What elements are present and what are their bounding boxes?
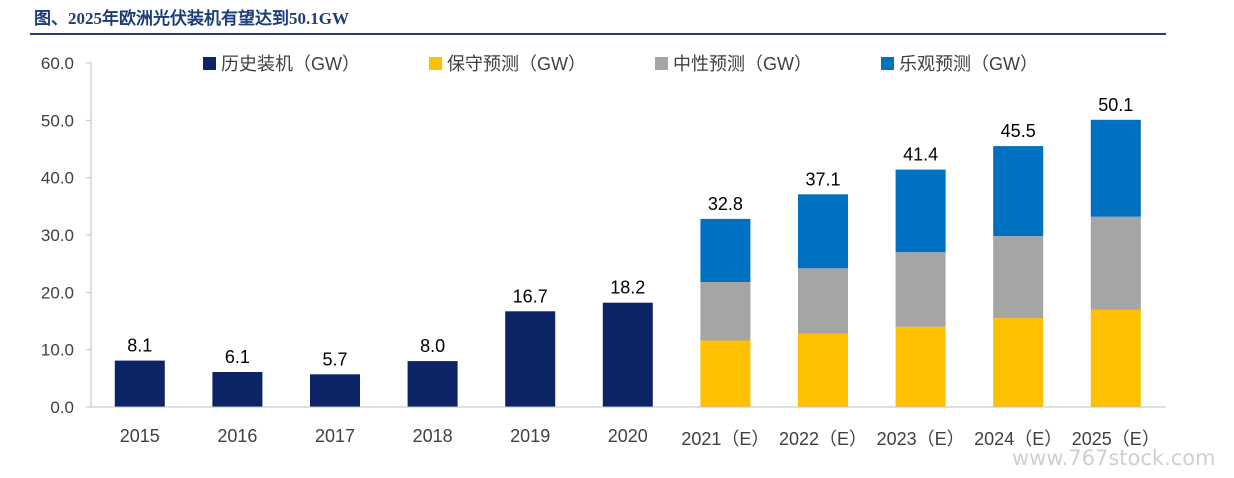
x-tick-label: 2019 <box>510 426 550 446</box>
x-tick-label: 2017 <box>315 426 355 446</box>
bar-segment <box>407 361 458 407</box>
bar-segment <box>1090 216 1141 310</box>
y-tick-label: 30.0 <box>41 226 74 245</box>
bar-segment <box>798 194 848 269</box>
bar-segment <box>602 302 653 407</box>
legend-label: 保守预测（GW） <box>447 54 586 74</box>
y-tick-label: 0.0 <box>50 398 74 417</box>
y-tick-label: 20.0 <box>41 283 74 302</box>
data-label: 5.7 <box>322 349 347 369</box>
data-label: 6.1 <box>225 347 250 367</box>
x-tick-label: 2022（E） <box>779 429 867 449</box>
data-label: 32.8 <box>708 194 743 214</box>
x-tick-label: 2015 <box>120 426 160 446</box>
data-label: 16.7 <box>513 286 548 306</box>
bar-segment <box>700 282 751 341</box>
legend-swatch <box>203 57 216 70</box>
watermark-text: www.767stock.com <box>1012 446 1216 470</box>
bar-segment <box>212 372 263 407</box>
bar-segment <box>700 218 751 282</box>
x-axis: 2015 2016 2017 2018 2019 2020 2021（E） 2022（E） 20… <box>91 406 1166 449</box>
x-tick-label: 2018 <box>413 426 453 446</box>
bar-segment <box>798 333 848 407</box>
legend-swatch <box>881 57 894 70</box>
bar-segment <box>798 268 848 334</box>
data-label: 50.1 <box>1098 95 1133 115</box>
x-tick-label: 2025（E） <box>1072 429 1160 449</box>
title-rule <box>30 33 1166 35</box>
x-tick-label: 2023（E） <box>877 429 965 449</box>
bar-segment <box>1090 119 1141 217</box>
data-label: 8.0 <box>420 336 445 356</box>
x-tick-label: 2020 <box>608 426 648 446</box>
bar-segment <box>993 318 1044 407</box>
y-tick-label: 50.0 <box>41 111 74 130</box>
bar-segment <box>310 374 360 407</box>
x-tick-label: 2016 <box>217 426 257 446</box>
bar-segment <box>505 311 556 407</box>
data-labels: 8.1 6.1 5.7 8.0 16.7 18.2 32.8 37.1 41.4 45.5 50.1 <box>127 95 1133 369</box>
y-tick-label: 40.0 <box>41 169 74 188</box>
bar-segment <box>895 326 946 407</box>
bar-segment <box>895 169 946 253</box>
bar-segment <box>993 236 1044 319</box>
data-label: 18.2 <box>610 278 645 298</box>
legend-swatch <box>429 57 442 70</box>
x-tick-label: 2024（E） <box>974 429 1062 449</box>
data-label: 37.1 <box>805 169 840 189</box>
bar-segment <box>114 360 165 407</box>
y-axis: 0.0 10.0 20.0 30.0 40.0 50.0 60.0 <box>41 54 92 417</box>
y-tick-label: 60.0 <box>41 54 74 73</box>
legend-label: 中性预测（GW） <box>673 54 812 74</box>
bar-segment <box>1090 309 1141 407</box>
bar-segment <box>993 146 1044 237</box>
bar-segment <box>895 252 946 327</box>
data-label: 8.1 <box>127 336 152 356</box>
legend-label: 乐观预测（GW） <box>899 54 1038 74</box>
legend-label: 历史装机（GW） <box>221 54 360 74</box>
data-label: 45.5 <box>1001 121 1036 141</box>
legend-swatch <box>655 57 668 70</box>
figure-title: 图、2025年欧洲光伏装机有望达到50.1GW <box>34 9 349 28</box>
bars <box>114 119 1141 407</box>
y-tick-label: 10.0 <box>41 341 74 360</box>
data-label: 41.4 <box>903 145 938 165</box>
bar-segment <box>700 340 751 407</box>
legend: 历史装机（GW） 保守预测（GW） 中性预测（GW） 乐观预测（GW） <box>203 54 1038 74</box>
x-tick-label: 2021（E） <box>681 429 769 449</box>
